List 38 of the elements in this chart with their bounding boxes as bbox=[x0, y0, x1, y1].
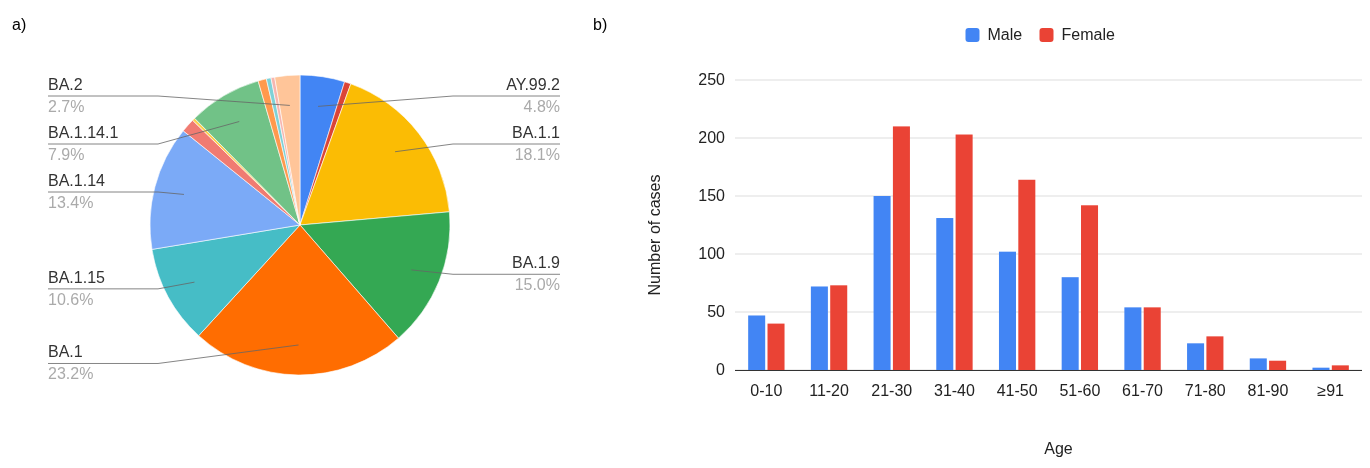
x-tick-label: ≥91 bbox=[1317, 382, 1345, 399]
slice-label: BA.1.9 bbox=[511, 254, 561, 272]
x-axis-title: Age bbox=[1044, 440, 1073, 457]
x-tick-label: 21-30 bbox=[871, 382, 913, 399]
legend-label: Female bbox=[1061, 26, 1115, 43]
slice-label: BA.1.14.1 bbox=[48, 124, 119, 141]
slice-label: BA.2 bbox=[48, 76, 83, 93]
y-tick-label: 250 bbox=[698, 71, 726, 88]
data-label: 23.2% bbox=[48, 365, 94, 383]
y-tick-label: 150 bbox=[698, 187, 726, 204]
slice-label: BA.1 bbox=[48, 343, 83, 361]
data-label: 13.4% bbox=[48, 194, 94, 211]
x-tick-label: 51-60 bbox=[1059, 382, 1101, 399]
data-label: 18.1% bbox=[514, 146, 560, 163]
y-tick-label: 50 bbox=[707, 303, 726, 320]
data-label: 10.6% bbox=[48, 290, 94, 308]
legend-label: Male bbox=[987, 26, 1023, 43]
y-tick-label: 100 bbox=[698, 245, 726, 262]
x-tick-label: 61-70 bbox=[1122, 382, 1164, 399]
slice-label: BA.1.14 bbox=[48, 172, 106, 189]
x-tick-label: 41-50 bbox=[996, 382, 1038, 399]
data-label: 15.0% bbox=[514, 276, 560, 294]
x-tick-label: 81-90 bbox=[1247, 382, 1289, 399]
x-tick-label: 0-10 bbox=[750, 382, 783, 399]
slice-label: BA.1.1 bbox=[511, 124, 561, 141]
x-tick-label: 31-40 bbox=[933, 382, 976, 399]
slice-label: AY.99.2 bbox=[506, 76, 561, 93]
y-tick-label: 0 bbox=[716, 361, 726, 378]
x-tick-label: 11-20 bbox=[809, 382, 850, 399]
y-tick-label: 200 bbox=[698, 129, 726, 146]
data-label: 4.8% bbox=[523, 98, 560, 115]
data-label: 2.7% bbox=[48, 98, 85, 115]
data-label: 7.9% bbox=[48, 146, 85, 163]
text: a) bbox=[12, 16, 27, 33]
slice-label: BA.1.15 bbox=[48, 268, 106, 286]
y-axis-title: Number of cases bbox=[646, 174, 663, 296]
x-tick-label: 71-80 bbox=[1184, 382, 1226, 399]
text: b) bbox=[593, 16, 608, 33]
